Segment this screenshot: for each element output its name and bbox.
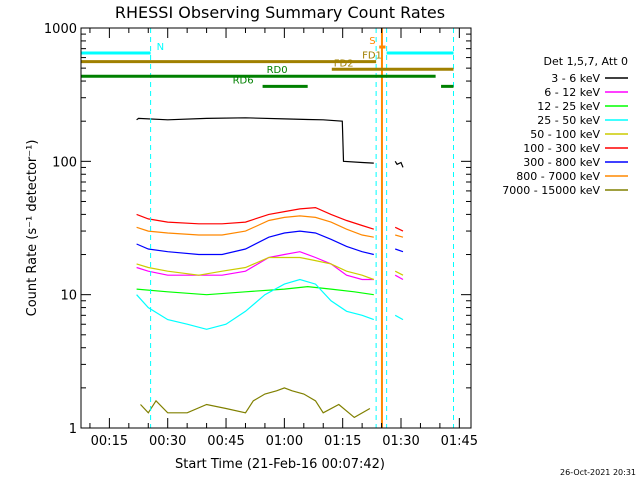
legend-label-8: 7000 - 15000 keV [502,184,600,197]
legend-label-7: 800 - 7000 keV [516,170,600,183]
legend-label-2: 12 - 25 keV [537,100,600,113]
legend-label-3: 25 - 50 keV [537,114,600,127]
x-tick-label-4: 01:15 [324,434,361,449]
footer-stamp: 26-Oct-2021 20:31 [560,468,636,477]
series-line-7-seg-0 [136,215,374,238]
legend-label-5: 100 - 300 keV [523,142,600,155]
legend-label-1: 6 - 12 keV [544,86,600,99]
y-tick-label-1: 10 [60,289,77,304]
bar-label-fd1: FD1 [362,51,382,62]
y-tick-label-0: 1 [69,422,77,437]
x-tick-label-3: 01:00 [266,434,303,449]
y-tick-label-2: 100 [52,155,77,170]
series-line-4-seg-0 [136,256,375,281]
chart-title: RHESSI Observing Summary Count Rates [115,3,445,22]
bar-label-rd0: RD0 [267,65,288,76]
series-layer [136,117,404,419]
bar-label-n: N [157,42,164,53]
series-line-3-seg-1 [394,314,404,321]
series-line-0-seg-1 [394,160,404,168]
y-axis-label: Count Rate (s⁻¹ detector⁻¹) [25,140,40,317]
bar-label-rd6: RD6 [233,75,254,86]
bar-label-fd2: FD2 [334,58,354,69]
series-line-7-seg-1 [395,234,404,238]
series-line-2-seg-0 [136,285,374,296]
series-line-0-seg-0 [136,117,374,164]
annotation-bars: N S FD1 FD2 RD0 RD6 [81,36,454,88]
legend-title: Det 1,5,7, Att 0 [544,55,628,68]
legend-label-6: 300 - 800 keV [523,156,600,169]
series-line-8-seg-0 [140,387,371,419]
series-line-6-seg-0 [136,230,374,256]
x-tick-label-5: 01:30 [382,434,419,449]
legend-label-4: 50 - 100 keV [530,128,600,141]
x-axis-label: Start Time (21-Feb-16 00:07:42) [175,457,385,472]
series-line-5-seg-1 [394,226,404,232]
legend-label-0: 3 - 6 keV [551,72,600,85]
series-line-5-seg-0 [136,206,374,230]
series-line-1-seg-0 [136,251,374,281]
series-line-1-seg-1 [394,274,404,281]
series-line-4-seg-1 [394,270,404,276]
x-tick-label-0: 00:15 [91,434,128,449]
series-line-3-seg-0 [136,278,375,330]
plot-frame [80,27,472,429]
x-tick-label-6: 01:45 [441,434,478,449]
x-tick-label-2: 00:45 [207,434,244,449]
y-tick-label-3: 1000 [44,22,77,37]
vertical-markers [150,28,455,428]
axes: 00:15 00:30 00:45 01:00 01:15 01:30 01:45 1 10 10… [44,22,478,449]
x-tick-label-1: 00:30 [149,434,186,449]
bar-label-s: S [369,36,375,47]
series-line-6-seg-1 [395,248,404,253]
